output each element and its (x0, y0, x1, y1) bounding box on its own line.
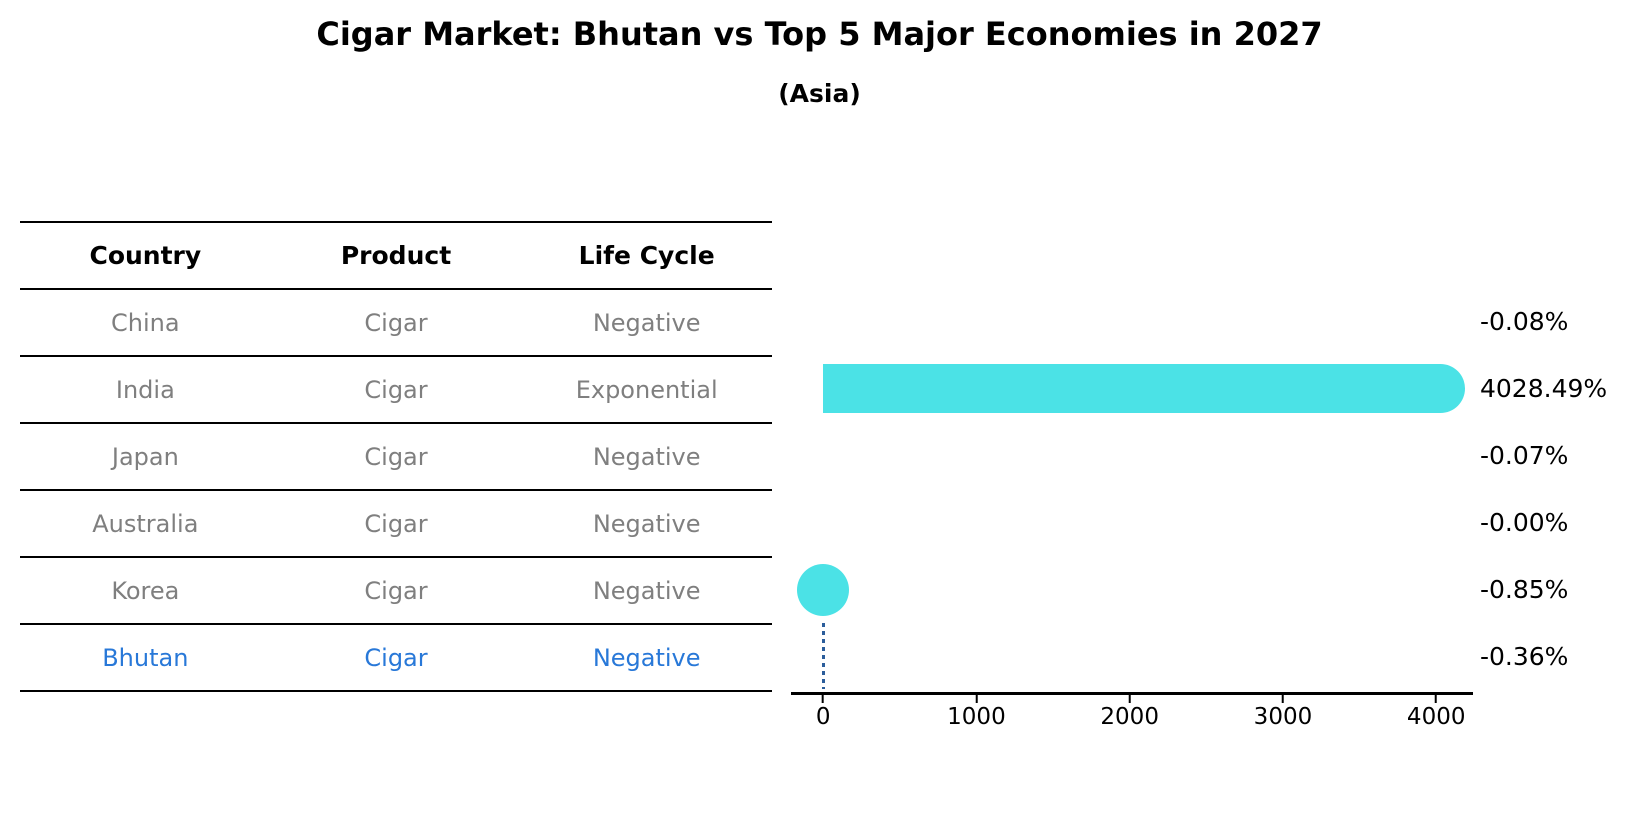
info-table: Country Product Life Cycle China Cigar N… (20, 221, 772, 692)
x-tick-mark (1128, 695, 1131, 703)
cell-product: Cigar (364, 576, 428, 605)
table-row-bhutan: Bhutan Cigar Negative (20, 625, 772, 692)
x-tick-label: 2000 (1100, 704, 1159, 730)
table-row-japan: Japan Cigar Negative (20, 424, 772, 491)
x-tick-3000: 3000 (1253, 695, 1313, 730)
x-tick-label: 4000 (1406, 704, 1466, 730)
table-header-product: Product (340, 241, 452, 270)
table-header-row: Country Product Life Cycle (20, 223, 772, 290)
cell-country: Japan (111, 442, 179, 471)
table-row-india: India Cigar Exponential (20, 357, 772, 424)
value-label-korea: -0.85% (1480, 574, 1569, 604)
marker-dotted-line-bhutan (821, 622, 825, 689)
cell-life-cycle: Negative (592, 308, 701, 337)
x-axis-line (791, 692, 1473, 695)
table-row-china: China Cigar Negative (20, 290, 772, 357)
cell-product: Cigar (364, 442, 428, 471)
x-tick-label: 1000 (947, 704, 1006, 730)
value-label-india: 4028.49% (1480, 373, 1608, 403)
cell-life-cycle: Exponential (575, 375, 718, 404)
value-label-japan: -0.07% (1480, 440, 1569, 470)
cell-life-cycle: Negative (592, 576, 701, 605)
x-tick-mark (1281, 695, 1284, 703)
x-tick-0: 0 (815, 695, 831, 730)
x-tick-mark (1435, 695, 1438, 703)
cell-country: Bhutan (102, 643, 189, 672)
cell-country: India (115, 375, 175, 404)
x-tick-mark (975, 695, 978, 703)
x-tick-2000: 2000 (1100, 695, 1159, 730)
chart-title: Cigar Market: Bhutan vs Top 5 Major Econ… (316, 15, 1323, 53)
value-label-bhutan: -0.36% (1480, 641, 1569, 671)
cell-life-cycle: Negative (592, 643, 701, 672)
cell-country: Australia (92, 509, 199, 538)
bar-india (823, 364, 1465, 413)
value-label-australia: -0.00% (1480, 507, 1569, 537)
cell-product: Cigar (364, 308, 428, 337)
cell-country: China (111, 308, 180, 337)
x-tick-label: 0 (815, 704, 831, 730)
x-tick-mark (822, 695, 825, 703)
chart-subtitle: (Asia) (778, 79, 861, 108)
x-tick-label: 3000 (1253, 704, 1313, 730)
table-header-country: Country (89, 241, 202, 270)
table-row-australia: Australia Cigar Negative (20, 491, 772, 558)
x-tick-4000: 4000 (1406, 695, 1466, 730)
cell-product: Cigar (364, 375, 428, 404)
x-tick-1000: 1000 (947, 695, 1006, 730)
cell-country: Korea (111, 576, 180, 605)
table-header-life-cycle: Life Cycle (578, 241, 715, 270)
marker-dot-korea (797, 563, 850, 616)
cell-product: Cigar (364, 643, 428, 672)
cell-product: Cigar (364, 509, 428, 538)
cell-life-cycle: Negative (592, 509, 701, 538)
value-label-china: -0.08% (1480, 306, 1569, 336)
table-row-korea: Korea Cigar Negative (20, 558, 772, 625)
cell-life-cycle: Negative (592, 442, 701, 471)
